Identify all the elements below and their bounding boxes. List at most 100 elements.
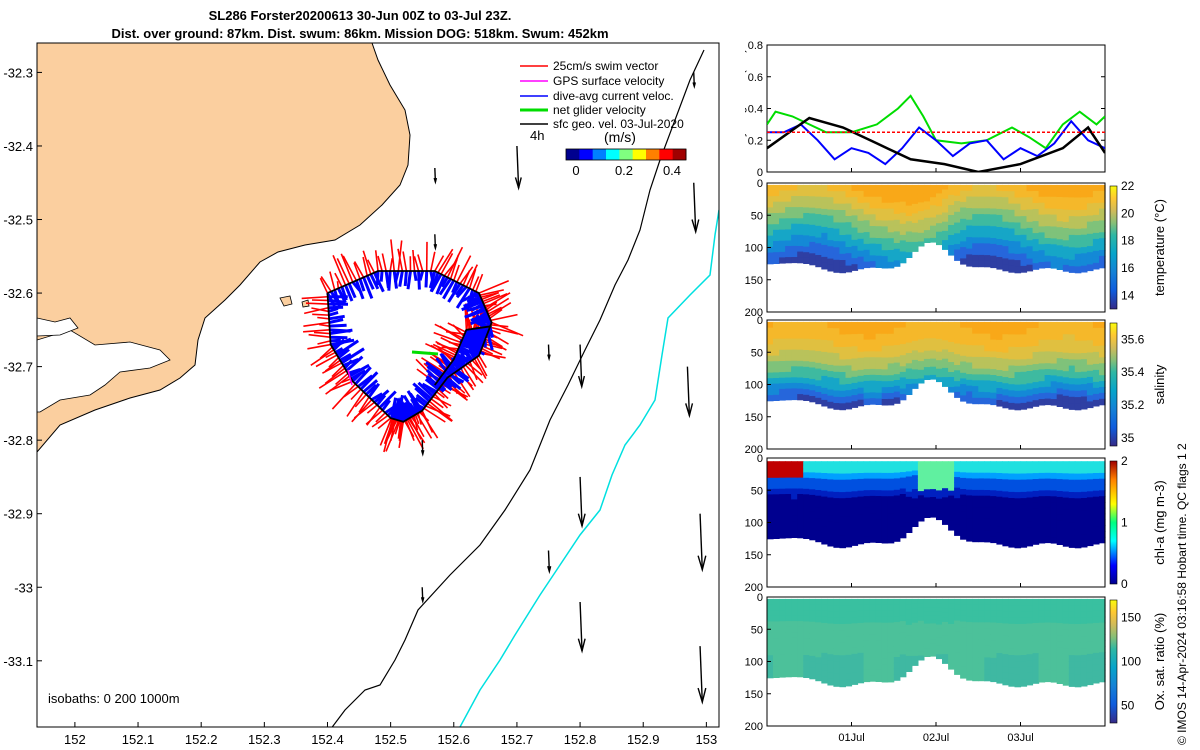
heatmap-cell xyxy=(809,384,816,391)
heatmap-cell xyxy=(1014,680,1022,688)
heatmap-cell xyxy=(803,321,810,329)
dive-vector xyxy=(329,323,347,328)
heatmap-cell xyxy=(960,361,967,368)
heatmap-cell xyxy=(851,321,859,329)
heatmap-cell xyxy=(1074,636,1082,644)
heatmap-cell xyxy=(827,666,834,674)
heatmap-cell xyxy=(827,191,834,198)
heatmap-cell xyxy=(791,466,798,473)
heatmap-cell xyxy=(930,193,937,198)
heatmap-cell xyxy=(797,201,804,208)
heatmap-cell xyxy=(1062,191,1070,198)
heatmap-cell xyxy=(984,598,991,606)
heatmap-cell xyxy=(863,640,871,647)
heatmap-cell xyxy=(767,395,774,402)
heatmap-cell xyxy=(1080,377,1088,385)
heatmap-cell xyxy=(972,380,979,387)
heatmap-cell xyxy=(905,666,913,672)
heatmap-cell xyxy=(942,626,949,632)
heatmap-colorbar xyxy=(1109,599,1118,724)
heatmap-cell xyxy=(893,501,901,508)
heatmap-cell xyxy=(1038,461,1046,468)
heatmap-cell xyxy=(930,213,937,219)
heatmap-cell xyxy=(833,498,840,505)
heatmap-cell xyxy=(869,604,877,612)
heatmap-cell xyxy=(954,519,961,526)
swim-vector xyxy=(366,404,378,414)
heatmap-cell xyxy=(930,233,937,239)
heatmap-cell xyxy=(827,623,834,631)
swim-vector xyxy=(430,398,444,409)
heatmap-cell xyxy=(1002,346,1009,354)
heatmap-cell xyxy=(863,484,871,491)
heatmap-cell xyxy=(773,229,780,236)
heatmap-cell xyxy=(960,483,967,490)
heatmap-cell xyxy=(869,484,877,491)
heatmap-cell xyxy=(1099,519,1106,526)
heatmap-cell xyxy=(827,234,834,241)
heatmap-cell xyxy=(1074,216,1082,224)
heatmap-cell xyxy=(797,223,804,230)
heatmap-cell xyxy=(809,472,816,479)
heatmap-cell xyxy=(1002,203,1009,210)
heatmap-cell xyxy=(917,339,925,345)
heatmap-cell xyxy=(990,663,997,671)
heatmap-cell xyxy=(1056,514,1064,522)
heatmap-cell xyxy=(785,637,792,644)
heatmap-cell xyxy=(791,234,798,241)
heatmap-cell xyxy=(1038,244,1046,251)
heatmap-cell xyxy=(1068,353,1076,360)
heatmap-cell xyxy=(966,374,973,381)
heatmap-cell xyxy=(773,477,780,484)
heatmap-cell xyxy=(1008,359,1015,367)
heatmap-cell xyxy=(797,388,804,395)
heatmap-cell xyxy=(1014,235,1022,242)
heatmap-cell xyxy=(785,201,792,208)
heatmap-cell xyxy=(1032,400,1040,407)
heatmap-cell xyxy=(990,184,997,192)
heatmap-cell xyxy=(996,628,1003,636)
heatmap-cell xyxy=(827,371,834,378)
heatmap-cell xyxy=(996,514,1003,521)
swim-vector xyxy=(449,254,460,280)
heatmap-cell xyxy=(785,532,792,539)
heatmap-cell xyxy=(1002,598,1009,606)
heatmap-cell xyxy=(827,258,834,266)
heatmap-cell xyxy=(767,252,774,259)
heatmap-cell xyxy=(1086,605,1094,612)
heatmap-cell xyxy=(869,651,877,659)
heatmap-cell xyxy=(1074,372,1082,379)
heatmap-cell xyxy=(833,630,840,637)
heatmap-cell xyxy=(767,527,774,534)
heatmap-cell xyxy=(966,495,973,502)
heatmap-cell xyxy=(942,372,949,378)
heatmap-cell xyxy=(1074,516,1082,524)
heatmap-cell xyxy=(773,361,780,368)
heatmap-cell xyxy=(1014,191,1022,199)
heatmap-cell xyxy=(797,344,804,351)
heatmap-cell xyxy=(869,184,877,192)
heatmap-cell xyxy=(851,485,859,492)
heatmap-cell xyxy=(923,607,931,612)
heatmap-cell xyxy=(875,640,883,647)
heatmap-cell xyxy=(1038,339,1046,347)
heatmap-cell xyxy=(1099,398,1106,406)
heatmap-cell xyxy=(899,466,907,473)
heatmap-cell xyxy=(1099,496,1106,503)
heatmap-cell xyxy=(1080,216,1088,223)
heatmap-cell xyxy=(1020,667,1028,675)
heatmap-cell xyxy=(954,668,961,675)
heatmap-cell xyxy=(1056,221,1064,228)
heatmap-cell xyxy=(936,482,943,487)
heatmap-cell xyxy=(923,640,931,645)
swim-vector xyxy=(342,255,358,281)
heatmap-cell xyxy=(875,333,883,341)
heatmap-cell xyxy=(797,632,804,639)
colorbar-label: (m/s) xyxy=(604,129,636,145)
heatmap-cell xyxy=(887,513,895,521)
heatmap-cell xyxy=(1038,232,1046,239)
heatmap-cell xyxy=(1086,264,1094,272)
heatmap-cell xyxy=(911,326,919,332)
heatmap-cell xyxy=(863,536,871,544)
geo-arrow-head xyxy=(420,449,425,457)
